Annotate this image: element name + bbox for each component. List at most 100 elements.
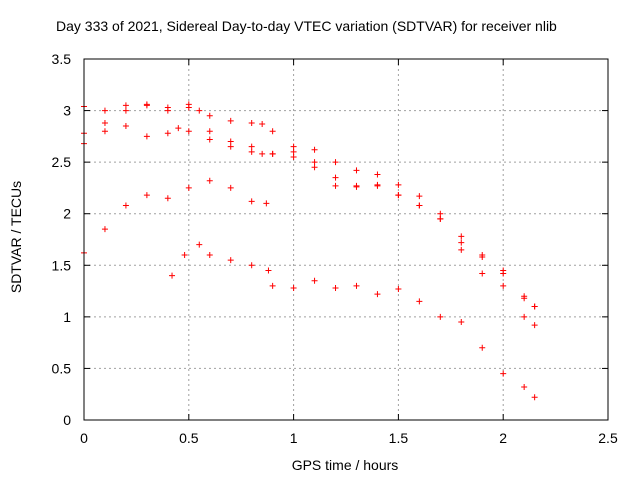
y-tick-label: 3.5 bbox=[52, 51, 72, 67]
data-point bbox=[458, 246, 465, 253]
data-point bbox=[122, 202, 129, 209]
data-point bbox=[311, 277, 318, 284]
y-tick-label: 3 bbox=[63, 103, 71, 119]
data-point bbox=[259, 150, 266, 157]
data-point bbox=[458, 319, 465, 326]
data-point bbox=[227, 143, 234, 150]
data-point bbox=[290, 284, 297, 291]
data-point bbox=[437, 210, 444, 217]
data-point bbox=[143, 133, 150, 140]
data-point bbox=[311, 146, 318, 153]
series-track-2 bbox=[81, 102, 538, 310]
data-point bbox=[458, 233, 465, 240]
x-tick-label: 2 bbox=[499, 430, 507, 446]
data-point bbox=[395, 192, 402, 199]
data-point bbox=[416, 202, 423, 209]
x-tick-label: 1.5 bbox=[389, 430, 409, 446]
data-point bbox=[437, 313, 444, 320]
axis-ticks bbox=[83, 58, 609, 421]
data-point bbox=[181, 251, 188, 258]
data-point bbox=[458, 239, 465, 246]
data-point bbox=[164, 195, 171, 202]
series-track-3 bbox=[81, 123, 538, 329]
data-point bbox=[500, 282, 507, 289]
data-point bbox=[531, 322, 538, 329]
data-point bbox=[196, 107, 203, 114]
data-point bbox=[196, 241, 203, 248]
data-point bbox=[531, 303, 538, 310]
data-point bbox=[374, 182, 381, 189]
data-point bbox=[248, 143, 255, 150]
data-point bbox=[122, 102, 129, 109]
data-point bbox=[332, 174, 339, 181]
data-point bbox=[248, 148, 255, 155]
data-point bbox=[269, 282, 276, 289]
data-point bbox=[479, 254, 486, 261]
data-marks bbox=[81, 101, 538, 401]
data-point bbox=[500, 270, 507, 277]
data-point bbox=[263, 200, 270, 207]
data-point bbox=[227, 257, 234, 264]
data-point bbox=[265, 267, 272, 274]
data-point bbox=[185, 128, 192, 135]
grid bbox=[84, 59, 608, 420]
data-point bbox=[353, 167, 360, 174]
data-point bbox=[164, 107, 171, 114]
data-point bbox=[164, 130, 171, 137]
data-point bbox=[206, 136, 213, 143]
data-point bbox=[248, 262, 255, 269]
series-track-1 bbox=[81, 101, 538, 310]
data-point bbox=[206, 128, 213, 135]
data-point bbox=[206, 251, 213, 258]
data-point bbox=[101, 128, 108, 135]
data-point bbox=[416, 193, 423, 200]
data-point bbox=[353, 183, 360, 190]
data-point bbox=[416, 298, 423, 305]
data-point bbox=[206, 177, 213, 184]
chart-title: Day 333 of 2021, Sidereal Day-to-day VTE… bbox=[56, 18, 557, 34]
y-tick-label: 0 bbox=[63, 412, 71, 428]
data-point bbox=[353, 282, 360, 289]
data-point bbox=[521, 383, 528, 390]
x-axis-title: GPS time / hours bbox=[292, 457, 399, 473]
data-point bbox=[259, 120, 266, 127]
data-point bbox=[395, 286, 402, 293]
data-point bbox=[531, 394, 538, 401]
y-tick-label: 2.5 bbox=[52, 154, 72, 170]
axis-tick-labels: 0 0.5 1 1.5 2 2.5 0 0.5 1 1.5 2 2.5 3 3.5 bbox=[52, 51, 618, 446]
data-point bbox=[521, 313, 528, 320]
series-track-5 bbox=[169, 241, 538, 401]
data-point bbox=[311, 164, 318, 171]
data-point bbox=[290, 148, 297, 155]
plot-frame bbox=[83, 58, 609, 421]
data-point bbox=[101, 107, 108, 114]
data-point bbox=[395, 181, 402, 188]
x-tick-label: 1 bbox=[290, 430, 298, 446]
data-point bbox=[374, 171, 381, 178]
data-point bbox=[248, 119, 255, 126]
x-tick-label: 0 bbox=[80, 430, 88, 446]
data-point bbox=[101, 119, 108, 126]
data-point bbox=[143, 102, 150, 109]
data-point bbox=[175, 125, 182, 132]
x-tick-label: 2.5 bbox=[598, 430, 618, 446]
data-point bbox=[122, 123, 129, 130]
data-point bbox=[290, 143, 297, 150]
x-tick-label: 0.5 bbox=[179, 430, 199, 446]
data-point bbox=[332, 159, 339, 166]
data-point bbox=[479, 344, 486, 351]
data-point bbox=[248, 198, 255, 205]
data-point bbox=[185, 184, 192, 191]
y-tick-label: 2 bbox=[63, 206, 71, 222]
y-tick-label: 1 bbox=[63, 309, 71, 325]
data-point bbox=[143, 192, 150, 199]
data-point bbox=[311, 159, 318, 166]
data-point bbox=[227, 138, 234, 145]
data-point bbox=[169, 272, 176, 279]
data-point bbox=[332, 182, 339, 189]
data-point bbox=[521, 295, 528, 302]
data-point bbox=[332, 284, 339, 291]
data-point bbox=[227, 117, 234, 124]
y-axis-title: SDTVAR / TECUs bbox=[8, 181, 24, 293]
